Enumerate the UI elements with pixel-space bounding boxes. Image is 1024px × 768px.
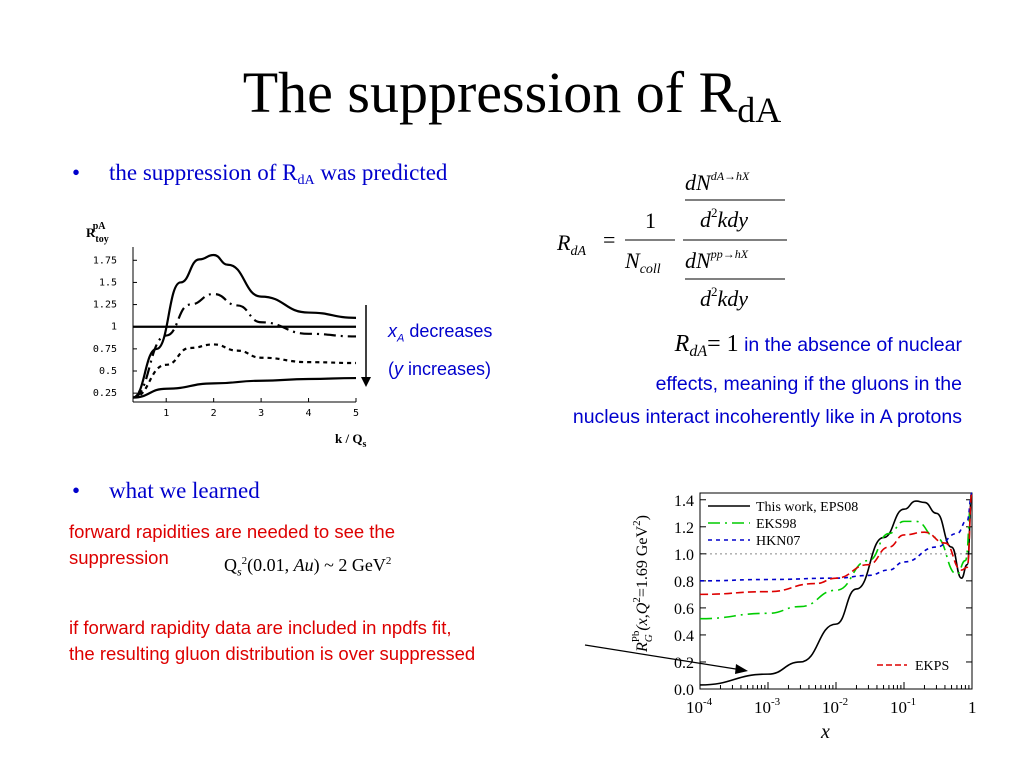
qs-formula: Qs2(0.01, Au) ~ 2 GeV2 xyxy=(224,555,392,579)
eps-xtick-label: 1 xyxy=(968,698,977,717)
eps-legend-label: This work, EPS08 xyxy=(756,500,858,515)
toy-ytick-label: 0.25 xyxy=(93,388,117,399)
svg-text:Ncoll: Ncoll xyxy=(624,248,661,277)
toy-tick-labels: 0.25 0.5 0.75 1 1.25 1.5 1.75 1 2 3 4 5 xyxy=(93,255,359,419)
eps08-gluon-chart: RGPb(x,Q2=1.69 GeV2) 0.0 0.2 0.4 0.6 0.8 1.0 1… xyxy=(630,492,977,743)
xa-label: xA decreases (y increases) xyxy=(388,321,493,379)
eps-xtick-label: 10-4 xyxy=(686,696,713,717)
eps-legend: This work, EPS08 EKS98 HKN07 EKPS xyxy=(708,500,949,674)
toy-ylabel: RtoypA xyxy=(86,221,109,245)
svg-text:d2kdy: d2kdy xyxy=(700,205,748,232)
bullet-text: the suppression of RdA was predicted xyxy=(109,160,448,188)
toy-series-line-0 xyxy=(132,253,357,399)
eps-ytick-label: 1.4 xyxy=(674,493,694,510)
svg-text:dNdA→hX: dNdA→hX xyxy=(685,169,750,195)
rda-formula: RdA = 1 Ncoll dNdA→hX d2kdy dNpp→hX d2kd… xyxy=(556,169,787,311)
toy-ytick-label: 1.25 xyxy=(93,300,117,311)
eps-ytick-label: 0.0 xyxy=(674,682,694,699)
toy-series xyxy=(132,253,357,399)
svg-text:1: 1 xyxy=(645,208,656,233)
toy-rpa-chart: RtoypA 0.25 0.5 0.75 1 1.25 1.5 1.75 1 2 3 4 5 k / … xyxy=(86,221,371,450)
svg-text:RdA: RdA xyxy=(556,230,586,259)
toy-ytick-label: 1.5 xyxy=(99,277,117,288)
eps-series-line-0 xyxy=(699,492,973,686)
pointer-arrow xyxy=(584,644,748,674)
toy-ytick-label: 1 xyxy=(111,322,117,333)
bullet-learned: • what we learned xyxy=(72,478,372,508)
eps-tick-labels: 0.0 0.2 0.4 0.6 0.8 1.0 1.2 1.4 10-4 10-3 10-2 10-1… xyxy=(674,493,977,717)
toy-xtick-label: 5 xyxy=(353,408,359,419)
eps-xlabel: x xyxy=(820,721,830,743)
bullet-marker: • xyxy=(72,160,81,185)
eps-ylabel: RGPb(x,Q2=1.69 GeV2) xyxy=(630,515,655,653)
toy-xtick-label: 4 xyxy=(306,408,312,419)
eps-xtick-label: 10-3 xyxy=(754,696,781,717)
svg-text:=: = xyxy=(603,227,615,252)
eps-ytick-label: 0.4 xyxy=(674,628,694,645)
eps-ytick-label: 1.2 xyxy=(674,520,694,537)
eps-legend-label: HKN07 xyxy=(756,534,800,549)
toy-series-line-1 xyxy=(132,292,357,399)
toy-xtick-label: 2 xyxy=(211,408,217,419)
eps-ytick-label: 1.0 xyxy=(674,547,694,564)
toy-series-line-2 xyxy=(132,343,357,399)
svg-text:RGPb(x,Q2=1.69 GeV2): RGPb(x,Q2=1.69 GeV2) xyxy=(630,515,655,653)
toy-ytick-label: 0.5 xyxy=(99,366,117,377)
eps-legend-label: EKPS xyxy=(915,659,949,674)
eps-ytick-label: 0.6 xyxy=(674,601,694,618)
eps-series-line-3 xyxy=(699,492,973,596)
toy-xtick-label: 1 xyxy=(163,408,169,419)
slide-title: The suppression of RdA xyxy=(242,60,782,130)
absence-note: RdA= 1 in the absence of nuclear effects… xyxy=(572,331,962,428)
bullet-marker: • xyxy=(72,478,81,503)
svg-text:d2kdy: d2kdy xyxy=(700,284,748,311)
toy-trend-arrowhead xyxy=(361,377,371,387)
eps-series-line-1 xyxy=(699,492,973,620)
toy-ytick-label: 0.75 xyxy=(93,344,117,355)
svg-text:dNpp→hX: dNpp→hX xyxy=(685,247,749,273)
toy-series-line-3 xyxy=(132,376,357,399)
eps-xtick-label: 10-2 xyxy=(822,696,848,717)
eps-ytick-label: 0.8 xyxy=(674,574,694,591)
toy-xlabel: k / Qs xyxy=(335,431,366,450)
learned-note-2: if forward rapidity data are included in… xyxy=(69,617,476,664)
eps-legend-label: EKS98 xyxy=(756,517,796,532)
toy-xtick-label: 3 xyxy=(258,408,264,419)
toy-ytick-label: 1.75 xyxy=(93,255,117,266)
eps-xtick-label: 10-1 xyxy=(890,696,916,717)
eps-axes xyxy=(699,492,973,690)
eps-ytick-label: 0.2 xyxy=(674,655,694,672)
learned-note-1: forward rapidities are needed to see the… xyxy=(69,521,396,568)
bullet-text: what we learned xyxy=(109,478,260,503)
bullet-predicted: • the suppression of RdA was predicted xyxy=(72,160,552,190)
eps-series xyxy=(699,492,973,686)
